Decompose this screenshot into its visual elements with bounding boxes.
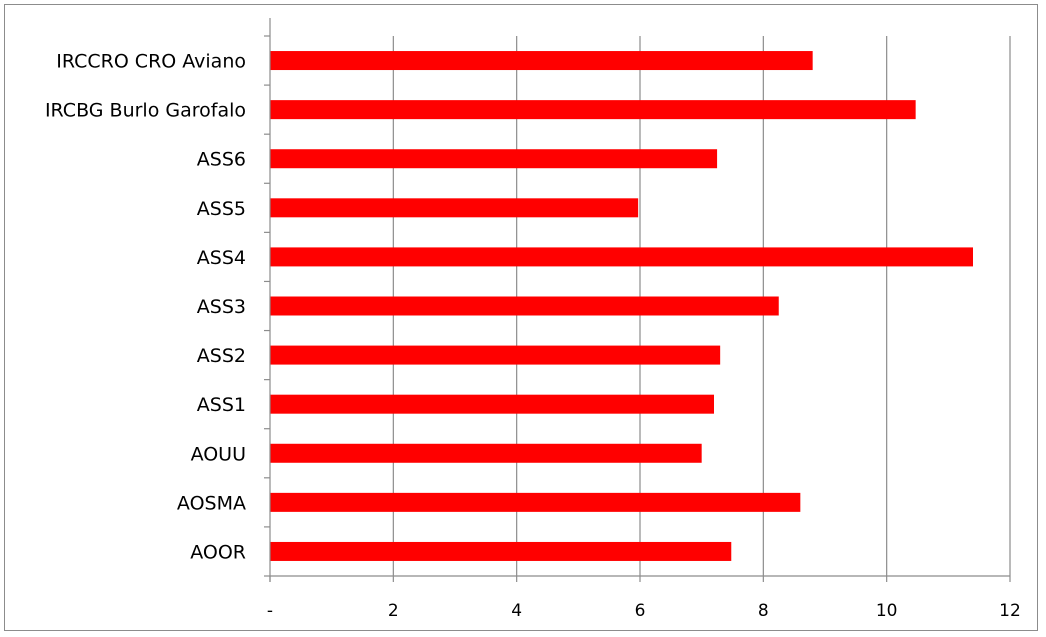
category-label: IRCBG Burlo Garofalo — [45, 100, 246, 122]
category-label: ASS2 — [197, 345, 246, 367]
label-layer: IRCCRO CRO Aviano IRCBG Burlo Garofalo ASS… — [45, 51, 1021, 621]
bar-ass4 — [270, 247, 973, 267]
bar-ass1 — [270, 394, 714, 414]
bar-aoor — [270, 541, 732, 561]
bar-ass2 — [270, 345, 721, 365]
bar-aosma — [270, 492, 801, 512]
category-label: IRCCRO CRO Aviano — [56, 51, 246, 73]
category-label: AOSMA — [177, 492, 246, 514]
x-tick-label: 10 — [876, 601, 898, 621]
x-tick-label: 8 — [758, 601, 769, 621]
category-label: AOUU — [191, 443, 246, 465]
category-label: AOOR — [190, 541, 246, 563]
bar-ircbg-burlo-garofalo — [270, 100, 916, 120]
bar-ass5 — [270, 198, 639, 218]
bar-aouu — [270, 443, 702, 463]
axis-layer — [264, 18, 1011, 582]
x-tick-label: 4 — [511, 601, 522, 621]
category-label: ASS1 — [197, 394, 246, 416]
bar-ass3 — [270, 296, 779, 316]
category-label: ASS4 — [197, 247, 246, 269]
bar-ass6 — [270, 149, 718, 169]
bar-irccro-cro-aviano — [270, 51, 813, 71]
category-label: ASS5 — [197, 198, 246, 220]
x-tick-label: 2 — [388, 601, 399, 621]
x-tick-label: 12 — [999, 601, 1021, 621]
x-tick-label: 6 — [635, 601, 646, 621]
bar-layer — [270, 51, 973, 561]
category-label: ASS3 — [197, 296, 246, 318]
x-tick-label: - — [267, 601, 273, 621]
category-label: ASS6 — [197, 149, 246, 171]
grid-layer — [392, 36, 1011, 576]
